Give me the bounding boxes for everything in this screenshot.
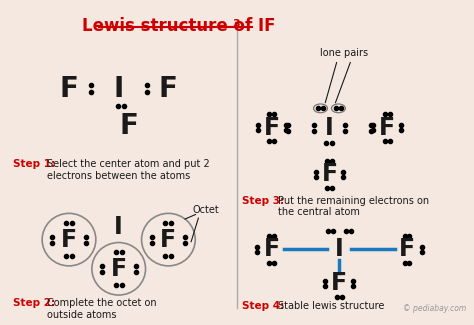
Text: Put the remaining electrons on
the central atom: Put the remaining electrons on the centr… <box>278 196 429 217</box>
Text: Step 4:: Step 4: <box>242 301 284 311</box>
Text: Octet: Octet <box>192 205 219 215</box>
Text: 3: 3 <box>232 19 240 29</box>
Text: Complete the octet on
outside atoms: Complete the octet on outside atoms <box>47 298 157 319</box>
Text: F: F <box>60 75 78 103</box>
Text: F: F <box>399 237 415 261</box>
Text: F: F <box>61 227 77 252</box>
Text: Stable lewis structure: Stable lewis structure <box>278 301 384 311</box>
Text: F: F <box>160 227 176 252</box>
Text: I: I <box>325 116 334 140</box>
Text: F: F <box>331 271 347 295</box>
Text: © pediabay.com: © pediabay.com <box>403 304 466 313</box>
Text: Step 2:: Step 2: <box>13 298 55 308</box>
Text: Step 1:: Step 1: <box>13 159 55 169</box>
Text: F: F <box>264 237 280 261</box>
Text: F: F <box>321 162 337 187</box>
Text: F: F <box>264 116 280 140</box>
Text: Step 3:: Step 3: <box>242 196 284 206</box>
Text: F: F <box>159 75 178 103</box>
Text: Select the center atom and put 2
electrons between the atoms: Select the center atom and put 2 electro… <box>47 159 210 180</box>
Text: F: F <box>379 116 395 140</box>
Text: F: F <box>119 112 138 140</box>
Text: Lewis structure of IF: Lewis structure of IF <box>82 17 275 35</box>
Text: F: F <box>110 257 127 281</box>
Text: I: I <box>114 75 124 103</box>
Text: I: I <box>335 237 344 261</box>
Text: I: I <box>114 215 123 239</box>
Text: lone pairs: lone pairs <box>320 48 368 58</box>
